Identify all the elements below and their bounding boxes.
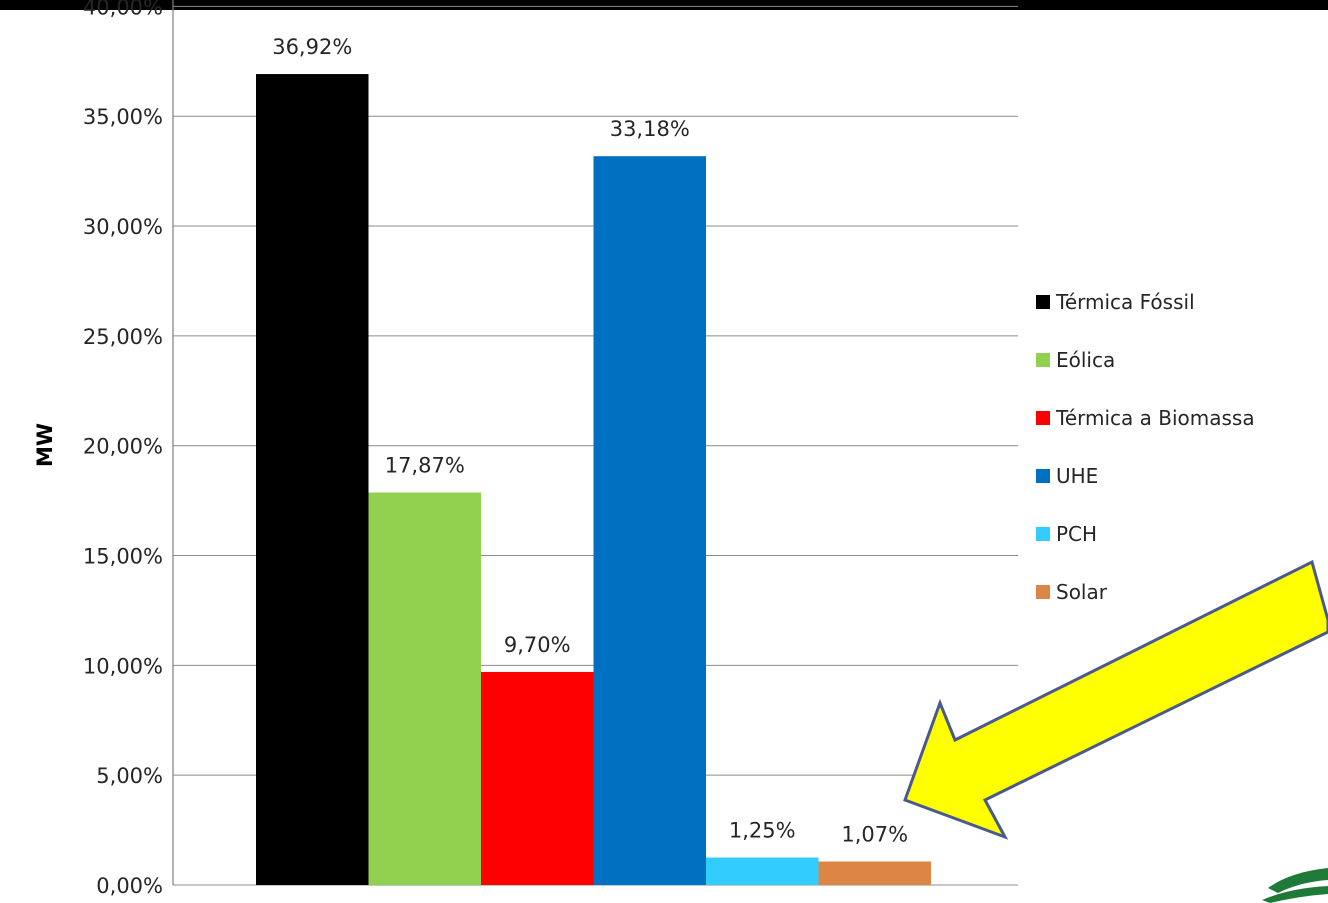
bar-3 xyxy=(593,156,706,885)
bar-1 xyxy=(368,492,481,885)
data-labels: 36,92% 17,87% 9,70% 33,18% 1,25% 1,07% xyxy=(272,35,908,846)
legend-swatch xyxy=(1036,295,1050,309)
legend-label: Solar xyxy=(1056,580,1108,604)
y-tick-label: 15,00% xyxy=(83,545,163,569)
legend-swatch xyxy=(1036,585,1050,599)
bar-5 xyxy=(818,861,931,885)
data-label: 9,70% xyxy=(504,633,571,657)
data-label: 1,07% xyxy=(841,822,908,846)
y-axis-title: MW xyxy=(33,423,57,467)
legend-swatch xyxy=(1036,353,1050,367)
legend-label: PCH xyxy=(1056,522,1097,546)
logo-fragment-icon xyxy=(1262,868,1328,903)
data-label: 36,92% xyxy=(272,35,352,59)
y-tick-label: 40,00% xyxy=(83,0,163,19)
bar-4 xyxy=(706,857,819,885)
top-bar xyxy=(0,0,1328,10)
legend-label: Eólica xyxy=(1056,348,1115,372)
data-label: 17,87% xyxy=(385,453,465,477)
y-tick-label: 5,00% xyxy=(96,764,163,788)
data-label: 1,25% xyxy=(729,819,796,843)
bar-2 xyxy=(481,671,594,885)
legend-label: Térmica Fóssil xyxy=(1055,290,1195,314)
legend-swatch xyxy=(1036,411,1050,425)
legend-swatch xyxy=(1036,527,1050,541)
y-tick-label: 20,00% xyxy=(83,435,163,459)
legend-label: UHE xyxy=(1056,464,1098,488)
yellow-arrow-icon xyxy=(903,559,1328,840)
y-tick-label: 0,00% xyxy=(96,874,163,898)
data-label: 33,18% xyxy=(610,117,690,141)
legend: Térmica Fóssil Eólica Térmica a Biomassa UH… xyxy=(1036,290,1255,604)
y-tick-label: 30,00% xyxy=(83,215,163,239)
bar-0 xyxy=(256,74,369,886)
y-tick-label: 25,00% xyxy=(83,325,163,349)
bars xyxy=(256,74,931,886)
y-tick-label: 10,00% xyxy=(83,654,163,678)
y-tick-label: 35,00% xyxy=(83,105,163,129)
legend-swatch xyxy=(1036,469,1050,483)
legend-label: Térmica a Biomassa xyxy=(1055,406,1255,430)
y-tick-labels: 0,00% 5,00% 10,00% 15,00% 20,00% 25,00% 30,00%… xyxy=(83,0,163,898)
